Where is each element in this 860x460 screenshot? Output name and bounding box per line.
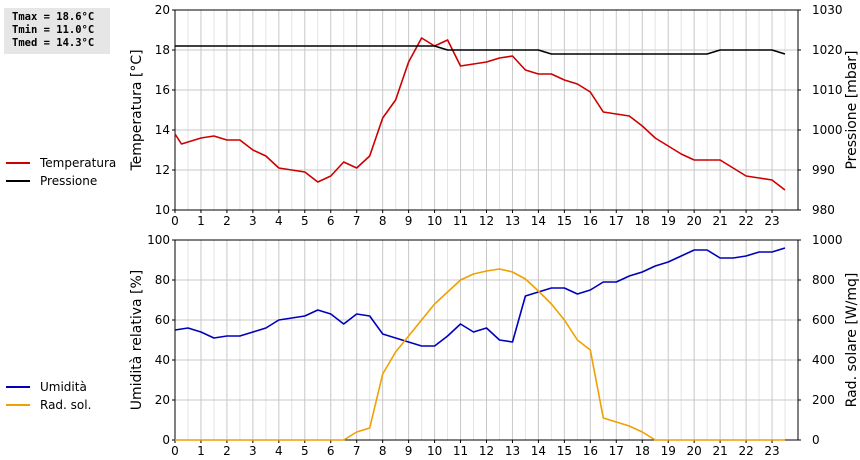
- tmin-text: Tmin = 11.0°C: [12, 24, 95, 36]
- legend-swatch: [6, 386, 30, 388]
- y2-tick-label: 400: [812, 353, 835, 367]
- legend-swatch: [6, 180, 30, 182]
- x-tick-label: 2: [223, 444, 231, 458]
- x-tick-label: 22: [738, 444, 753, 458]
- x-tick-label: 2: [223, 214, 231, 228]
- y2-tick-label: 600: [812, 313, 835, 327]
- y-tick-label: 10: [155, 203, 170, 217]
- x-tick-label: 13: [505, 444, 520, 458]
- x-tick-label: 15: [557, 444, 572, 458]
- x-tick-label: 7: [353, 214, 361, 228]
- y-tick-label: 14: [155, 123, 170, 137]
- x-tick-label: 6: [327, 214, 335, 228]
- x-tick-label: 6: [327, 444, 335, 458]
- x-tick-label: 0: [171, 444, 179, 458]
- tmed-text: Tmed = 14.3°C: [12, 37, 95, 49]
- legend-item-temperatura: Temperatura: [6, 154, 116, 172]
- x-tick-label: 13: [505, 214, 520, 228]
- x-tick-label: 7: [353, 444, 361, 458]
- y-axis-label: Temperatura [°C]: [129, 49, 145, 171]
- x-tick-label: 11: [453, 444, 468, 458]
- x-tick-label: 19: [661, 214, 676, 228]
- x-tick-label: 20: [687, 214, 702, 228]
- legend-label: Rad. sol.: [40, 398, 92, 412]
- x-tick-label: 15: [557, 214, 572, 228]
- legend-swatch: [6, 162, 30, 164]
- y-tick-label: 60: [155, 313, 170, 327]
- y2-tick-label: 1000: [812, 233, 843, 247]
- legend-label: Pressione: [40, 174, 98, 188]
- x-tick-label: 21: [712, 444, 727, 458]
- y2-tick-label: 1020: [812, 43, 843, 57]
- y-tick-label: 20: [155, 3, 170, 17]
- x-tick-label: 21: [712, 214, 727, 228]
- y2-tick-label: 990: [812, 163, 835, 177]
- y-axis-label: Umidità relativa [%]: [129, 270, 145, 411]
- y-tick-label: 100: [147, 233, 170, 247]
- x-tick-label: 0: [171, 214, 179, 228]
- series-line-pressione: [175, 45, 786, 55]
- legend-bottom: Umidità Rad. sol.: [6, 378, 91, 414]
- y-tick-label: 40: [155, 353, 170, 367]
- y2-tick-label: 200: [812, 393, 835, 407]
- legend-item-umidita: Umidità: [6, 378, 91, 396]
- x-tick-label: 1: [197, 444, 205, 458]
- x-tick-label: 9: [405, 444, 413, 458]
- x-tick-label: 4: [275, 444, 283, 458]
- x-tick-label: 3: [249, 214, 257, 228]
- x-tick-label: 12: [479, 444, 494, 458]
- y2-tick-label: 0: [812, 433, 820, 447]
- x-tick-label: 18: [635, 214, 650, 228]
- x-tick-label: 16: [583, 444, 598, 458]
- y-tick-label: 0: [162, 433, 170, 447]
- y2-tick-label: 1030: [812, 3, 843, 17]
- y2-axis-label: Rad. solare [W/mq]: [844, 273, 860, 408]
- x-tick-label: 5: [301, 444, 309, 458]
- y2-tick-label: 1000: [812, 123, 843, 137]
- x-tick-label: 8: [379, 214, 387, 228]
- x-tick-label: 22: [738, 214, 753, 228]
- x-tick-label: 3: [249, 444, 257, 458]
- x-tick-label: 9: [405, 214, 413, 228]
- legend-item-radsol: Rad. sol.: [6, 396, 91, 414]
- x-tick-label: 5: [301, 214, 309, 228]
- x-tick-label: 8: [379, 444, 387, 458]
- y-tick-label: 80: [155, 273, 170, 287]
- series-line-rad-sol: [175, 268, 785, 441]
- x-tick-label: 20: [687, 444, 702, 458]
- y2-tick-label: 1010: [812, 83, 843, 97]
- tmax-text: Tmax = 18.6°C: [12, 11, 95, 23]
- x-tick-label: 19: [661, 444, 676, 458]
- x-tick-label: 10: [427, 444, 442, 458]
- y-tick-label: 18: [155, 43, 170, 57]
- legend-swatch: [6, 404, 30, 406]
- x-tick-label: 14: [531, 444, 546, 458]
- y2-tick-label: 800: [812, 273, 835, 287]
- x-tick-label: 23: [764, 214, 779, 228]
- y2-axis-label: Pressione [mbar]: [844, 50, 860, 169]
- x-tick-label: 23: [764, 444, 779, 458]
- legend-label: Umidità: [40, 380, 87, 394]
- x-tick-label: 17: [609, 444, 624, 458]
- x-tick-label: 17: [609, 214, 624, 228]
- series-line-umidit: [174, 247, 786, 347]
- x-tick-label: 12: [479, 214, 494, 228]
- x-tick-label: 1: [197, 214, 205, 228]
- legend-top: Temperatura Pressione: [6, 154, 116, 190]
- x-tick-label: 11: [453, 214, 468, 228]
- x-tick-label: 4: [275, 214, 283, 228]
- x-tick-label: 14: [531, 214, 546, 228]
- legend-label: Temperatura: [40, 156, 117, 170]
- x-tick-label: 10: [427, 214, 442, 228]
- y-tick-label: 12: [155, 163, 170, 177]
- y-tick-label: 16: [155, 83, 170, 97]
- y2-tick-label: 980: [812, 203, 835, 217]
- stats-box: Tmax = 18.6°C Tmin = 11.0°C Tmed = 14.3°…: [4, 8, 110, 54]
- legend-item-pressione: Pressione: [6, 172, 116, 190]
- y-tick-label: 20: [155, 393, 170, 407]
- x-tick-label: 16: [583, 214, 598, 228]
- series-line-temperatura: [174, 37, 786, 191]
- x-tick-label: 18: [635, 444, 650, 458]
